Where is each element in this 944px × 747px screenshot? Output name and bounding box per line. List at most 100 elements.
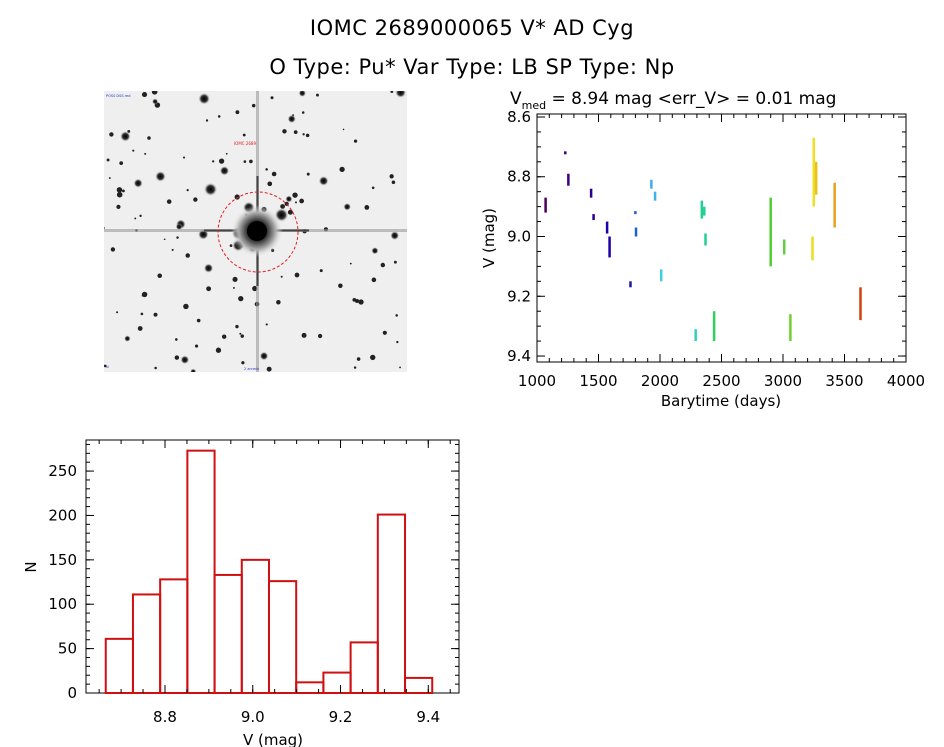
star (396, 340, 399, 344)
x-tick-label: 4000 (887, 372, 925, 390)
histogram-bar (322, 671, 352, 695)
star (285, 195, 293, 203)
star (116, 311, 119, 314)
star (153, 312, 158, 317)
histogram-bar (349, 641, 379, 695)
star (364, 204, 370, 210)
star (137, 326, 143, 331)
page-subtitle: O Type: Pu* Var Type: LB SP Type: Np (269, 55, 675, 79)
star (217, 115, 221, 118)
star (389, 174, 394, 179)
star (193, 197, 198, 202)
histogram-bar (213, 573, 243, 695)
y-tick-label: 200 (48, 506, 77, 524)
star (299, 198, 305, 204)
star (163, 238, 166, 241)
star (116, 187, 123, 193)
x-tick-label: 3000 (764, 372, 802, 390)
x-tick-label: 1000 (518, 372, 556, 390)
star (174, 355, 180, 360)
x-tick-label: 8.8 (153, 708, 177, 726)
star (393, 260, 397, 264)
histogram-bar (295, 681, 325, 694)
light-curve-title: Vmed = 8.94 mag <err_V> = 0.01 mag (510, 89, 836, 112)
y-tick-label: 8.6 (507, 108, 531, 126)
y-tick-label: 9.2 (507, 287, 531, 305)
star (205, 119, 209, 122)
star (235, 110, 240, 115)
star (276, 300, 281, 305)
star (395, 314, 398, 317)
y-tick-label: 9.4 (507, 347, 531, 365)
star (371, 186, 375, 190)
star (270, 96, 274, 100)
star (215, 347, 222, 353)
star (183, 303, 189, 310)
star (175, 338, 178, 341)
star (306, 172, 310, 176)
star (382, 330, 387, 335)
star (238, 295, 244, 302)
star (292, 192, 298, 198)
histogram-plot-area (85, 439, 460, 694)
star (147, 136, 151, 140)
y-tick-label: 150 (48, 551, 77, 569)
star (212, 160, 215, 163)
star (180, 355, 190, 365)
star (265, 323, 268, 326)
star (390, 91, 394, 93)
star (395, 91, 407, 98)
star (154, 366, 157, 370)
histogram-bar (240, 558, 270, 694)
star (353, 139, 358, 143)
star (266, 366, 272, 372)
star (282, 129, 287, 134)
star (371, 247, 379, 255)
star (141, 92, 148, 98)
star (355, 298, 360, 303)
star (380, 262, 386, 268)
x-tick-label: 3500 (825, 372, 863, 390)
x-tick-label: 1500 (579, 372, 617, 390)
star (301, 332, 307, 338)
star (194, 344, 199, 348)
histogram-bar (186, 449, 216, 694)
star (110, 247, 116, 252)
star (342, 128, 345, 131)
star (338, 283, 343, 289)
histogram-ylabel: N (22, 561, 40, 572)
star (370, 354, 376, 361)
star (316, 93, 319, 97)
x-tick-label: 2000 (641, 372, 679, 390)
star (293, 130, 298, 135)
star (185, 253, 190, 258)
x-tick-label: 9.2 (329, 708, 353, 726)
title-sub: med (522, 99, 546, 112)
star (234, 194, 240, 200)
star (298, 91, 307, 97)
star (144, 152, 147, 155)
star (155, 171, 166, 182)
star (267, 181, 273, 187)
svg-text:N: N (106, 365, 109, 369)
star (235, 324, 239, 329)
star (190, 368, 197, 372)
star (203, 263, 214, 273)
star (349, 262, 352, 265)
star (104, 227, 105, 229)
star (166, 199, 172, 204)
star (139, 214, 142, 218)
y-tick-label: 0 (67, 684, 77, 702)
star (141, 291, 148, 298)
histogram-bar (104, 637, 134, 694)
star (259, 351, 269, 361)
star (196, 318, 201, 323)
star-field-image: IOMC 2689 POSS DSS red 2 arcmin N (104, 91, 407, 372)
star (343, 202, 352, 211)
star (294, 201, 297, 204)
histogram-bar (159, 578, 189, 695)
y-tick-label: 100 (48, 595, 77, 613)
star (186, 188, 189, 192)
